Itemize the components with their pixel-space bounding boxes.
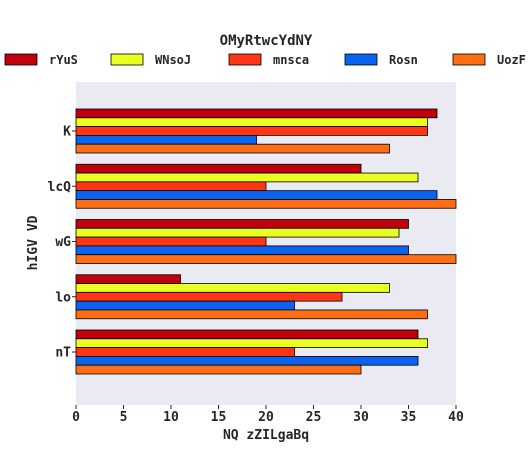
y-tick-label: nT	[55, 346, 71, 361]
bars	[75, 108, 457, 375]
x-tick-label: 0	[72, 410, 80, 425]
legend-swatch	[344, 53, 378, 66]
x-tick-label: 40	[448, 410, 464, 425]
legend-swatch	[452, 53, 486, 66]
bar	[75, 274, 181, 284]
bar	[75, 283, 390, 293]
legend-label: UozF	[497, 53, 526, 67]
y-tick-label: K	[63, 125, 71, 140]
legend-swatch	[228, 53, 262, 66]
legend-swatch	[110, 53, 144, 66]
bar	[75, 364, 362, 375]
x-tick-label: 5	[120, 410, 128, 425]
bar	[75, 219, 409, 229]
x-tick-label: 30	[353, 410, 369, 425]
bar	[75, 108, 438, 119]
legend: rYuS WNsoJ mnsca Rosn UozF	[4, 53, 526, 67]
bar	[75, 355, 419, 366]
y-tick-label: wG	[55, 235, 71, 250]
chart-title: OMyRtwcYdNY	[220, 33, 313, 49]
bar	[75, 227, 400, 238]
bar	[75, 190, 438, 200]
bar	[75, 245, 409, 256]
x-axis-label: NQ zZILgaBq	[223, 428, 309, 443]
bar	[75, 329, 419, 340]
x-tick-label: 15	[211, 410, 227, 425]
legend-label: WNsoJ	[155, 53, 191, 67]
x-tick-label: 35	[401, 410, 417, 425]
bar	[75, 181, 267, 192]
y-axis-label: hIGV VD	[26, 215, 41, 270]
bar	[75, 254, 457, 264]
bar	[75, 117, 428, 128]
legend-swatch	[4, 53, 38, 66]
bar	[75, 126, 428, 136]
x-tick-label: 20	[258, 410, 274, 425]
x-tick-label: 25	[306, 410, 322, 425]
bar	[75, 236, 267, 247]
bar	[75, 338, 428, 348]
x-axis: 0 5 10 15 20 25 30 35 40	[72, 405, 464, 425]
bar	[75, 163, 362, 174]
bar	[75, 199, 457, 209]
bar	[75, 347, 295, 357]
x-tick-label: 10	[163, 410, 179, 425]
legend-label: rYuS	[49, 53, 78, 67]
legend-label: mnsca	[273, 53, 309, 67]
bar	[75, 172, 419, 183]
y-tick-label: lo	[55, 290, 71, 305]
bar	[75, 300, 295, 311]
bar	[75, 134, 257, 145]
bar	[75, 309, 428, 320]
bar	[75, 291, 343, 302]
legend-label: Rosn	[389, 53, 418, 67]
bar	[75, 143, 390, 154]
y-tick-label: lcQ	[48, 180, 72, 195]
